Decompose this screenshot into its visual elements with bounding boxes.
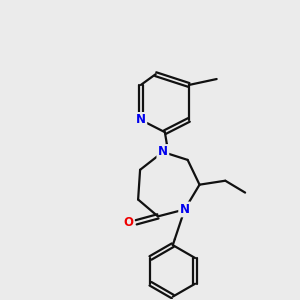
- Text: N: N: [180, 203, 190, 216]
- Text: N: N: [158, 146, 168, 158]
- Text: O: O: [123, 216, 133, 229]
- Text: N: N: [136, 113, 146, 126]
